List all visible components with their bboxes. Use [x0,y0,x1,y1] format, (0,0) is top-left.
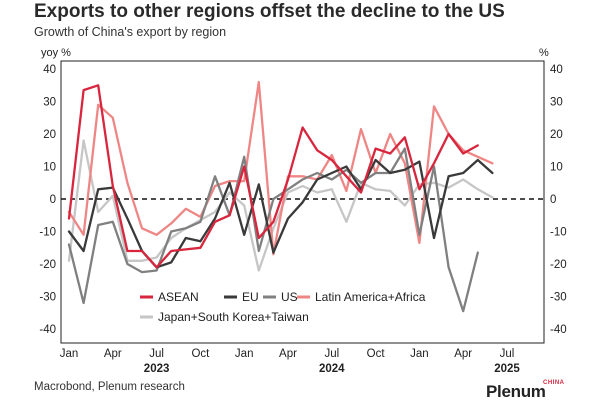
x-tick-label: Jan [60,348,79,360]
y-tick-label-right: 40 [550,64,563,76]
x-tick-label: Jan [235,348,254,360]
x-tick-label: Oct [191,348,210,360]
x-tick-label: Jul [500,348,515,360]
y-axis-label-right: % [539,47,549,59]
x-tick-label: Oct [367,348,386,360]
y-tick-label-left: -30 [39,292,56,304]
chart-title: Exports to other regions offset the decl… [34,1,505,22]
x-year-label: 2025 [494,363,520,375]
x-year-label: 2023 [144,363,170,375]
y-tick-label-left: 0 [50,194,56,206]
brand-tag: CHINA [543,380,565,386]
legend-label-latin-america-africa: Latin America+Africa [315,290,426,304]
y-tick-label-right: 0 [550,194,556,206]
legend-label-eu: EU [242,290,259,304]
legend-label-us: US [281,290,298,304]
x-year-label: 2024 [319,363,345,375]
x-tick-label: Jul [324,348,339,360]
x-tick-label: Jul [149,348,164,360]
chart-subtitle: Growth of China's export by region [34,25,227,39]
legend-label-japan-south-korea-taiwan: Japan+South Korea+Taiwan [158,310,309,324]
x-tick-label: Apr [104,348,122,360]
x-tick-label: Apr [279,348,297,360]
y-tick-label-right: 30 [550,97,563,109]
series-line-eu [67,158,494,269]
y-tick-label-right: 20 [550,129,563,141]
y-tick-label-left: 30 [43,97,56,109]
x-tick-label: Apr [454,348,472,360]
y-tick-label-right: -10 [550,227,567,239]
y-tick-label-right: -20 [550,259,567,271]
series-line-asean [67,84,479,269]
brand-logo: Plenum [486,382,546,401]
source-note: Macrobond, Plenum research [34,381,185,393]
plot-frame [60,60,545,344]
series-line-us [67,147,479,313]
y-tick-label-right: 10 [550,162,563,174]
y-tick-label-left: -20 [39,259,56,271]
y-tick-label-right: -30 [550,292,567,304]
y-axis-label-left: yoy % [41,47,71,59]
x-tick-label: Jan [410,348,429,360]
y-tick-label-left: -10 [39,227,56,239]
y-tick-label-left: 40 [43,64,56,76]
y-tick-label-left: -40 [39,324,56,336]
legend-label-asean: ASEAN [158,290,199,304]
y-tick-label-left: 20 [43,129,56,141]
y-tick-label-right: -40 [550,324,567,336]
y-tick-label-left: 10 [43,162,56,174]
